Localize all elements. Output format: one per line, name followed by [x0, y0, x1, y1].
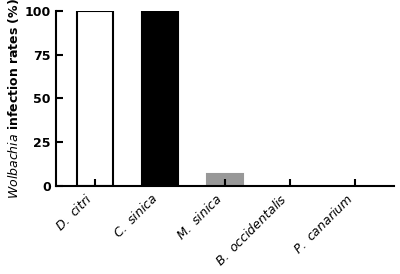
Bar [142, 11, 178, 186]
Y-axis label: $\mathbf{\mathit{Wolbachia}}$$\mathbf{\ infection\ rates\ (\%)}$: $\mathbf{\mathit{Wolbachia}}$$\mathbf{\ … [6, 0, 20, 199]
Bar [77, 11, 113, 186]
Bar [207, 174, 243, 186]
